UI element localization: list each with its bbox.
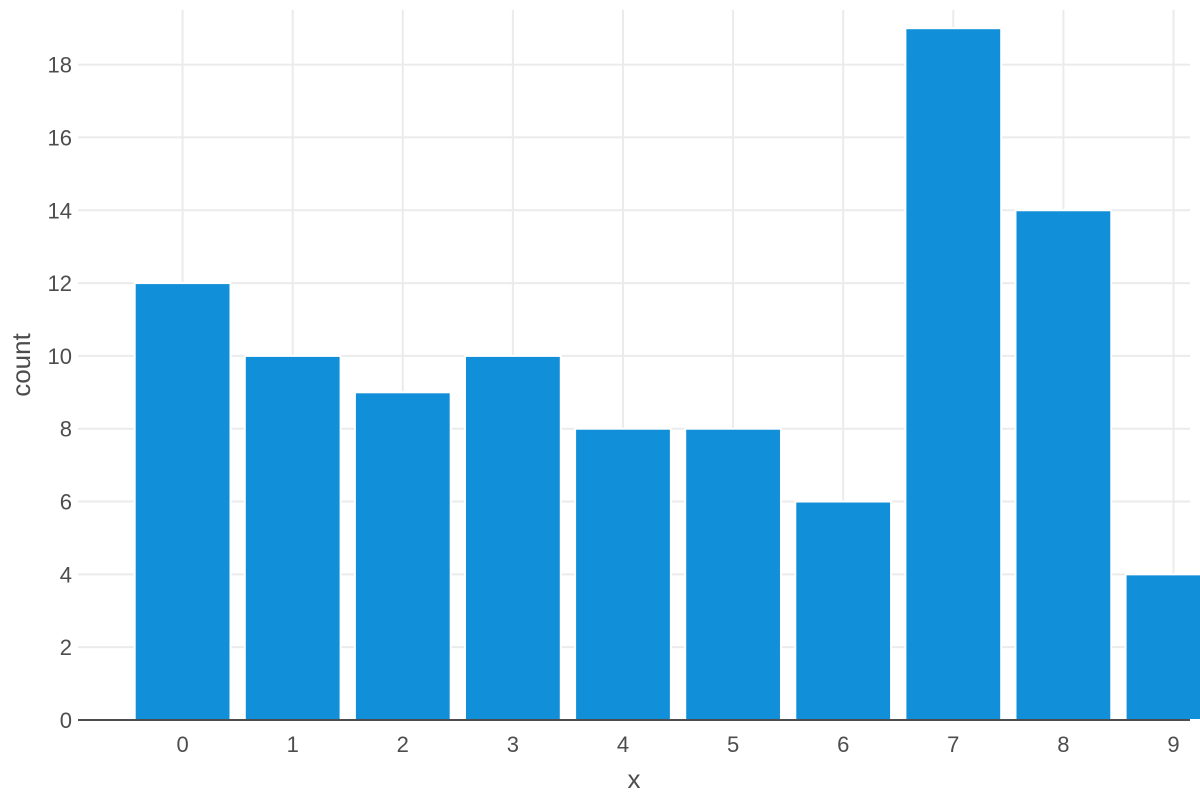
x-axis-title: x — [628, 764, 641, 794]
y-tick-label: 12 — [48, 271, 72, 296]
x-tick-label: 9 — [1167, 732, 1179, 757]
y-tick-label: 6 — [60, 490, 72, 515]
x-tick-label: 8 — [1057, 732, 1069, 757]
y-tick-label: 4 — [60, 562, 72, 587]
x-tick-label: 3 — [507, 732, 519, 757]
x-tick-label: 2 — [397, 732, 409, 757]
y-tick-label: 10 — [48, 344, 72, 369]
bar — [353, 391, 452, 721]
x-tick-label: 5 — [727, 732, 739, 757]
bar — [1014, 209, 1113, 721]
y-tick-labels: 0 2 4 6 8 10 12 14 16 18 — [48, 53, 72, 733]
bar — [794, 500, 893, 721]
x-tick-labels: 0 1 2 3 4 5 6 7 8 9 — [176, 732, 1179, 757]
y-axis-title: count — [6, 332, 36, 396]
x-tick-label: 7 — [947, 732, 959, 757]
y-tick-label: 16 — [48, 125, 72, 150]
bar — [904, 27, 1003, 721]
x-tick-label: 4 — [617, 732, 629, 757]
bar — [684, 427, 782, 721]
bar — [133, 282, 232, 721]
bar — [1124, 573, 1200, 721]
y-tick-label: 14 — [48, 198, 72, 223]
bar — [243, 354, 342, 721]
bar — [463, 354, 562, 721]
y-tick-label: 8 — [60, 417, 72, 442]
x-tick-label: 0 — [176, 732, 188, 757]
y-tick-label: 18 — [48, 53, 72, 78]
y-tick-label: 0 — [60, 708, 72, 733]
x-tick-label: 1 — [287, 732, 299, 757]
bar — [574, 427, 672, 721]
bars — [133, 27, 1200, 721]
x-tick-label: 6 — [837, 732, 849, 757]
y-tick-label: 2 — [60, 635, 72, 660]
